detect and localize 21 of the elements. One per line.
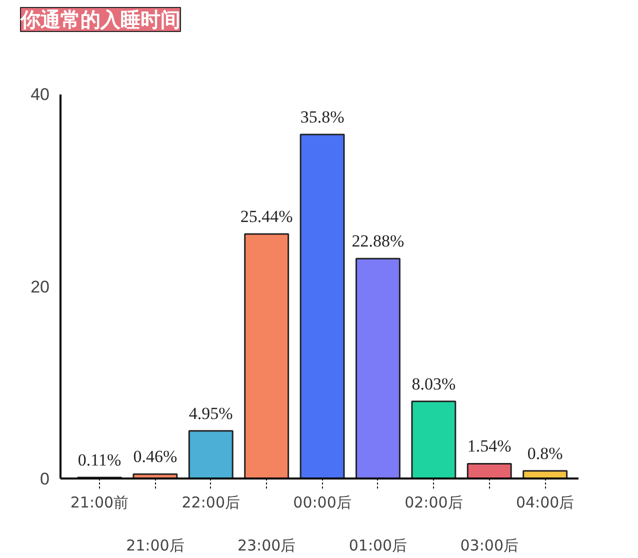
data-label: 1.54%: [467, 436, 512, 456]
x-tick-label: 03:00后: [460, 536, 518, 555]
x-tick-label: 21:00后: [126, 536, 184, 555]
data-label: 22.88%: [352, 232, 404, 251]
x-tick-label: 00:00后: [293, 494, 352, 512]
data-label: 25.44%: [240, 207, 293, 226]
y-tick-label: 20: [30, 277, 50, 296]
data-label: 8.03%: [412, 374, 456, 394]
y-tick-label: 40: [30, 85, 50, 104]
data-label: 0.8%: [527, 444, 563, 463]
data-label: 0.46%: [133, 447, 178, 466]
x-tick-label: 22:00后: [182, 494, 240, 512]
x-tick-label: 21:00前: [70, 494, 129, 512]
x-tick-label: 04:00后: [516, 494, 574, 512]
x-tick-label: 23:00后: [237, 536, 296, 555]
data-label: 4.95%: [188, 404, 233, 423]
y-tick-label: 0: [40, 470, 50, 488]
x-tick-label: 01:00后: [348, 536, 408, 555]
x-tick-label: 02:00后: [404, 494, 463, 512]
data-label: 0.11%: [78, 450, 122, 470]
data-label: 35.8%: [300, 108, 344, 127]
